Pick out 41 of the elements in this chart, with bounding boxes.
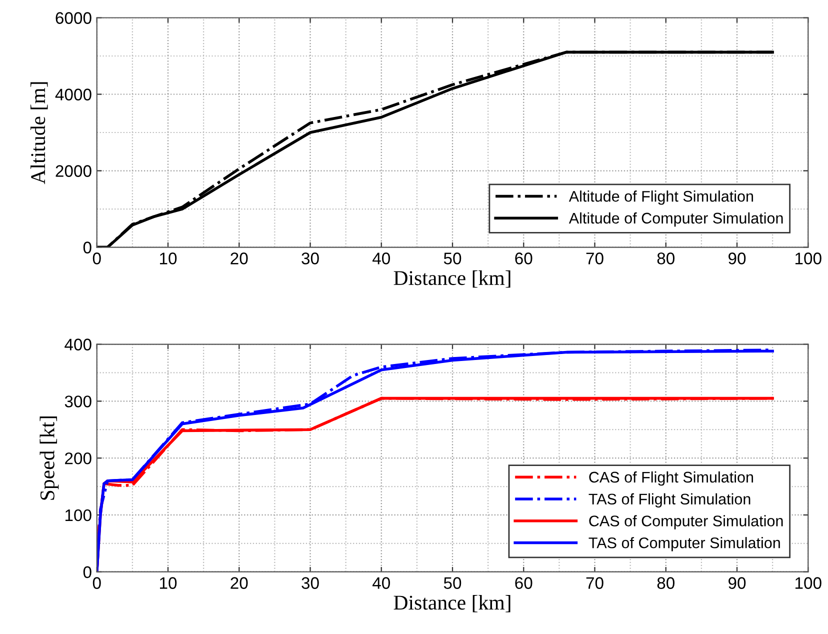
x-tick-label: 50 xyxy=(444,577,462,589)
legend-label: CAS of Flight Simulation xyxy=(589,471,754,486)
x-tick-label: 50 xyxy=(444,252,462,264)
x-tick-label: 100 xyxy=(795,577,822,589)
y-tick-label: 0 xyxy=(83,566,92,578)
x-tick-label: 30 xyxy=(302,252,319,264)
x-tick-label: 10 xyxy=(160,252,177,264)
y-tick-label: 300 xyxy=(64,396,92,408)
x-tick-label: 0 xyxy=(92,252,101,264)
x-axis-title: Distance [km] xyxy=(394,595,510,612)
x-tick-label: 60 xyxy=(515,577,532,589)
x-tick-label: 40 xyxy=(372,252,390,264)
y-tick-label: 6000 xyxy=(56,12,92,24)
legend-label: CAS of Computer Simulation xyxy=(589,515,783,530)
y-tick-label: 200 xyxy=(65,452,92,464)
x-tick-label: 60 xyxy=(515,252,532,264)
legend-label: Altitude of Computer Simulation xyxy=(568,212,783,227)
y-tick-label: 400 xyxy=(64,338,92,350)
x-tick-label: 80 xyxy=(657,252,674,264)
y-axis-title: Speed [kt] xyxy=(40,416,59,500)
x-tick-label: 90 xyxy=(728,577,746,589)
x-tick-label: 70 xyxy=(586,252,604,264)
x-tick-label: 10 xyxy=(160,577,177,589)
y-tick-label: 4000 xyxy=(55,88,92,100)
x-tick-label: 40 xyxy=(372,577,390,589)
y-tick-label: 2000 xyxy=(56,165,92,177)
x-tick-label: 20 xyxy=(230,252,248,264)
x-tick-label: 20 xyxy=(230,577,248,589)
legend-label: TAS of Flight Simulation xyxy=(588,493,750,508)
x-tick-label: 100 xyxy=(795,252,822,264)
legend-label: TAS of Computer Simulation xyxy=(588,537,780,552)
x-tick-label: 0 xyxy=(92,577,101,589)
y-axis-title: Altitude [m] xyxy=(30,82,48,184)
y-tick-label: 0 xyxy=(83,242,92,254)
legend-label: Altitude of Flight Simulation xyxy=(568,190,754,205)
x-tick-label: 70 xyxy=(586,577,604,589)
x-tick-label: 30 xyxy=(302,577,319,589)
x-tick-label: 90 xyxy=(728,252,746,264)
y-tick-label: 100 xyxy=(65,509,92,522)
x-axis-title: Distance [km] xyxy=(394,270,510,288)
x-tick-label: 80 xyxy=(657,577,674,589)
